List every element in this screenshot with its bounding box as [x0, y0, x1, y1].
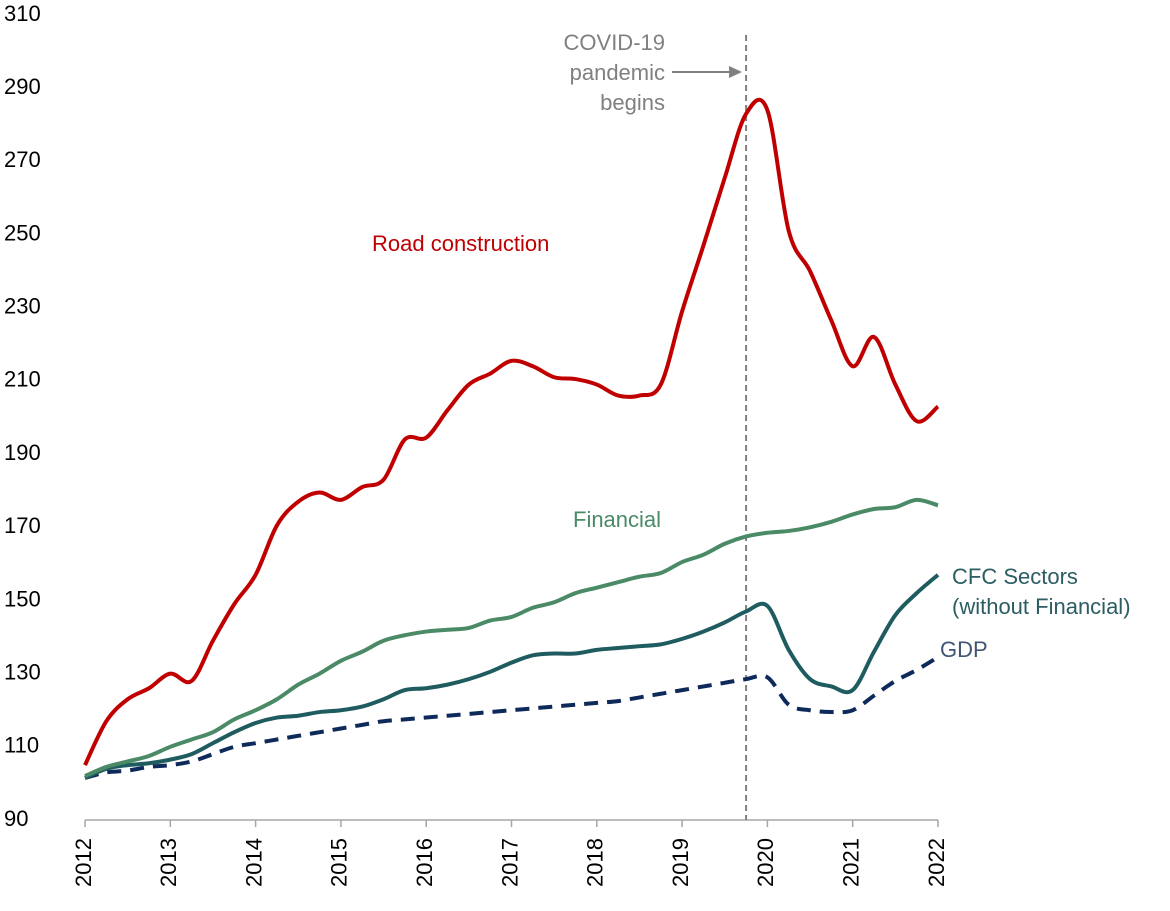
- y-tick-label: 170: [4, 513, 41, 538]
- series-line: [83, 97, 940, 766]
- x-tick-label: 2013: [156, 838, 181, 887]
- series-label: Financial: [573, 507, 662, 532]
- y-tick-label: 290: [4, 74, 41, 99]
- x-tick-label: 2018: [583, 838, 608, 887]
- y-tick-label: 190: [4, 440, 41, 465]
- y-tick-label: 270: [4, 147, 41, 172]
- series-label: GDP: [940, 637, 988, 662]
- series-label: CFC Sectors (without Financial): [952, 564, 1131, 619]
- series-label: Road construction: [372, 231, 550, 256]
- series-line: [84, 655, 940, 780]
- x-tick-label: 2021: [839, 838, 864, 887]
- x-tick-label: 2015: [327, 838, 352, 887]
- y-tick-label: 130: [4, 659, 41, 684]
- y-tick-label: 250: [4, 220, 41, 245]
- x-tick-label: 2019: [668, 838, 693, 887]
- series-line: [84, 497, 939, 778]
- y-tick-label: 310: [4, 1, 41, 26]
- x-tick-label: 2014: [241, 838, 266, 887]
- series-line: [84, 573, 940, 780]
- annotation-arrowhead: [729, 66, 743, 78]
- y-tick-label: 210: [4, 367, 41, 392]
- annotation-text: COVID-19 pandemic begins: [563, 30, 665, 115]
- x-tick-label: 2016: [412, 838, 437, 887]
- y-tick-label: 110: [4, 733, 39, 758]
- y-tick-label: 150: [4, 586, 41, 611]
- y-tick-label: 90: [4, 806, 28, 831]
- x-tick-label: 2017: [497, 838, 522, 887]
- y-tick-label: 230: [4, 294, 41, 319]
- x-tick-label: 2012: [71, 838, 96, 887]
- x-tick-label: 2020: [753, 838, 778, 887]
- x-tick-label: 2022: [924, 838, 949, 887]
